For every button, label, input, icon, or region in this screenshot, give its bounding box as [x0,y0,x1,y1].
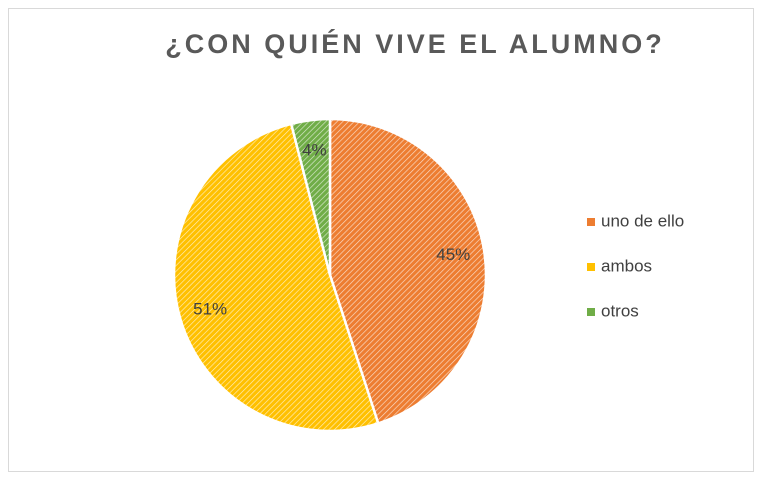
legend-label: otros [601,301,639,320]
data-label: 4% [302,141,327,160]
legend-label: ambos [601,256,652,275]
legend-swatch [587,218,595,226]
legend-swatch [587,308,595,316]
pie-slice [172,122,380,433]
pie-slice [328,117,488,425]
data-label: 51% [193,299,227,318]
legend-swatch [587,263,595,271]
chart-title: ¿CON QUIÉN VIVE EL ALUMNO? [165,28,665,59]
pie-slice [289,117,332,276]
data-label: 45% [436,245,470,264]
legend-label: uno de ello [601,211,684,230]
